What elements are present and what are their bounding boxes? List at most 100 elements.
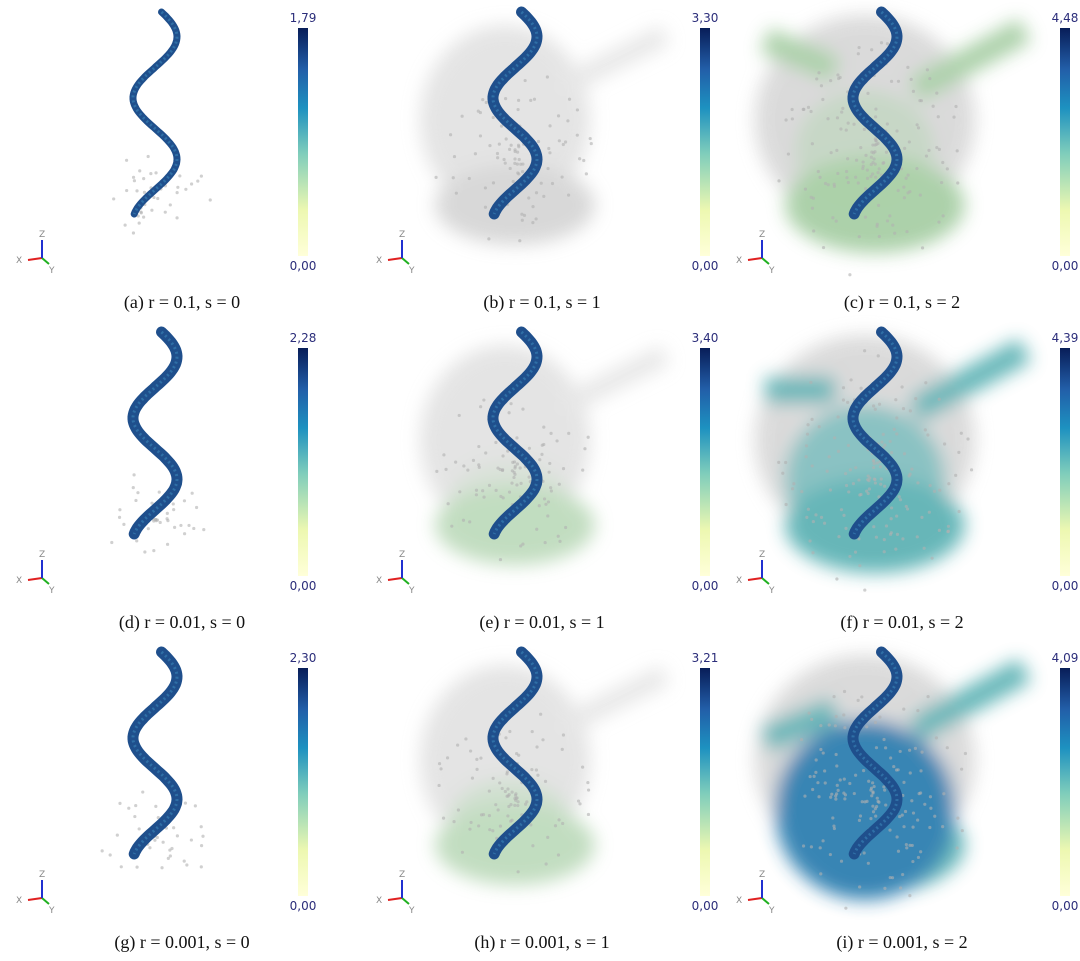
- point: [812, 229, 815, 232]
- point: [784, 118, 787, 121]
- point: [943, 442, 946, 445]
- point: [479, 405, 482, 408]
- point: [544, 541, 547, 544]
- axis-label-z: Z: [39, 870, 45, 880]
- point: [834, 798, 837, 801]
- point: [545, 862, 548, 865]
- point: [554, 824, 557, 827]
- point: [847, 444, 850, 447]
- caption: (h) r = 0.001, s = 1: [474, 932, 609, 953]
- point: [578, 157, 581, 160]
- point: [849, 378, 852, 381]
- point: [854, 176, 857, 179]
- axis-label-z: Z: [399, 870, 405, 880]
- point: [535, 217, 538, 220]
- caption: (b) r = 0.1, s = 1: [483, 292, 600, 313]
- point: [475, 758, 478, 761]
- point: [946, 167, 949, 170]
- point: [520, 213, 523, 216]
- point: [834, 724, 837, 727]
- axis-x: [28, 258, 42, 260]
- point: [498, 143, 501, 146]
- colorbar-max: 3,30: [692, 11, 719, 25]
- point: [833, 436, 836, 439]
- point: [138, 169, 141, 172]
- point: [835, 764, 838, 767]
- point: [837, 535, 840, 538]
- panel: XYZ3,300,00(b) r = 0.1, s = 1: [376, 11, 718, 313]
- point: [546, 514, 549, 517]
- point: [140, 211, 143, 214]
- point: [862, 165, 865, 168]
- point: [845, 170, 848, 173]
- point: [784, 503, 787, 506]
- point: [122, 523, 125, 526]
- point: [910, 78, 913, 81]
- point: [530, 768, 533, 771]
- point: [849, 468, 852, 471]
- point: [454, 461, 457, 464]
- point: [494, 803, 497, 806]
- cloud-fill: [785, 405, 945, 555]
- point: [200, 175, 203, 178]
- axis-label-z: Z: [759, 870, 765, 880]
- point: [540, 453, 543, 456]
- point: [517, 145, 520, 148]
- point: [883, 444, 886, 447]
- point: [877, 354, 880, 357]
- point: [488, 828, 491, 831]
- point: [481, 489, 484, 492]
- point: [875, 225, 878, 228]
- point: [164, 211, 167, 214]
- point: [872, 151, 875, 154]
- point: [833, 827, 836, 830]
- point: [957, 451, 960, 454]
- point: [918, 99, 921, 102]
- point: [870, 156, 873, 159]
- point: [890, 517, 893, 520]
- point: [832, 695, 835, 698]
- point: [901, 537, 904, 540]
- point: [878, 167, 881, 170]
- point: [937, 221, 940, 224]
- point: [860, 695, 863, 698]
- point: [870, 794, 873, 797]
- point: [921, 246, 924, 249]
- point: [942, 792, 945, 795]
- point: [933, 490, 936, 493]
- point: [810, 845, 813, 848]
- point: [475, 768, 478, 771]
- point: [815, 77, 818, 80]
- point: [929, 795, 932, 798]
- point: [883, 550, 886, 553]
- point: [902, 707, 905, 710]
- colorbar-max: 2,30: [290, 651, 317, 665]
- point: [872, 157, 875, 160]
- point: [892, 765, 895, 768]
- point: [917, 856, 920, 859]
- point: [871, 805, 874, 808]
- point: [156, 836, 159, 839]
- point: [479, 757, 482, 760]
- axis-x: [748, 578, 762, 580]
- point: [528, 475, 531, 478]
- point: [482, 496, 485, 499]
- colorbar-max: 3,21: [692, 651, 719, 665]
- figure: XYZ1,790,00(a) r = 0.1, s = 0XYZ3,300,00…: [0, 0, 1080, 961]
- point: [585, 172, 588, 175]
- point: [125, 189, 128, 192]
- point: [885, 524, 888, 527]
- colorbar-min: 0,00: [1052, 259, 1079, 273]
- axis-label-y: Y: [48, 266, 55, 276]
- point: [561, 822, 564, 825]
- point: [874, 115, 877, 118]
- cloud-fill: [775, 720, 955, 900]
- axis-label-y: Y: [768, 266, 775, 276]
- axis-y: [402, 578, 409, 584]
- point: [510, 819, 513, 822]
- axis-label-y: Y: [408, 586, 415, 596]
- point: [807, 508, 810, 511]
- axis-y: [762, 898, 769, 904]
- point: [544, 780, 547, 783]
- panel: XYZ4,090,00(i) r = 0.001, s = 2: [736, 651, 1078, 953]
